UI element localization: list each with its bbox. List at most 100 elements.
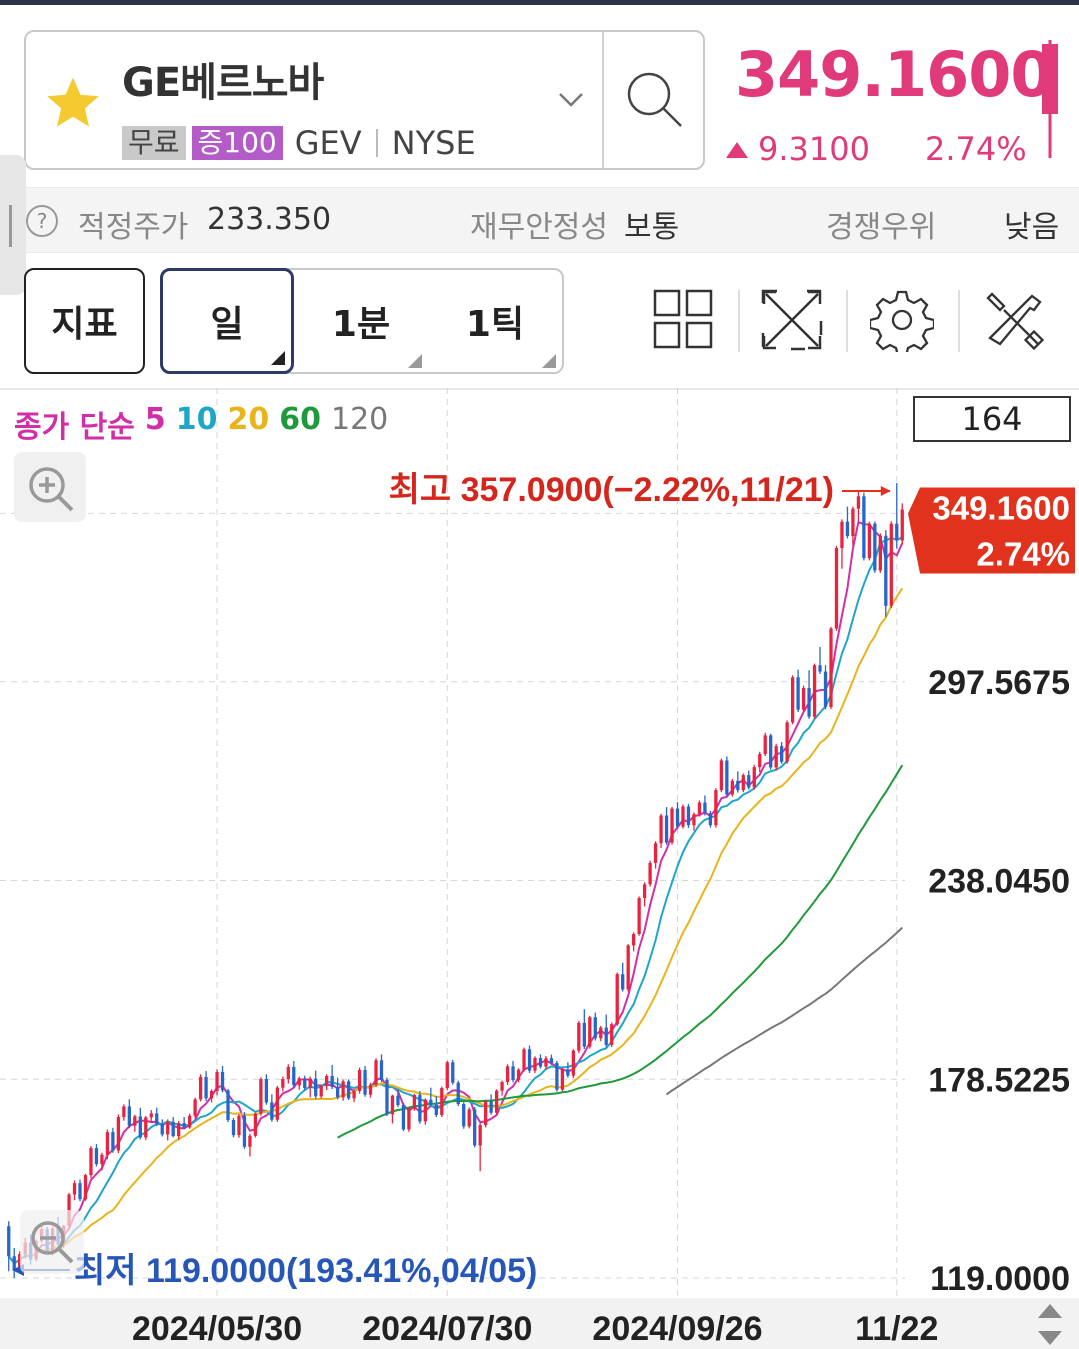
x-tick-label: 2024/09/26 [592, 1310, 762, 1348]
chevron-down-icon[interactable] [556, 84, 586, 114]
candle-body [790, 677, 795, 723]
zoom-out-button[interactable] [20, 1210, 84, 1274]
period-minute-label: 1분 [331, 304, 391, 345]
candle-body [7, 1226, 11, 1257]
y-tick-label: 297.5675 [928, 664, 1070, 702]
tools-icon[interactable] [982, 288, 1046, 352]
candle-body [796, 677, 800, 710]
chart-top-border [0, 388, 1079, 390]
ma10-line [7, 536, 903, 1265]
fair-price-value: 233.350 [207, 202, 332, 237]
candle-body [774, 746, 778, 768]
candle-body [149, 1113, 153, 1118]
candle-body [330, 1075, 334, 1088]
mini-candle-icon [1042, 40, 1058, 158]
period-selector: 일 1분 1틱 [160, 268, 564, 374]
candle-body [686, 806, 691, 826]
competitive-value: 낮음 [1004, 210, 1060, 245]
grid-layout-icon[interactable] [652, 288, 716, 352]
candle-body [516, 1069, 521, 1080]
candle-body [484, 1101, 488, 1126]
candle-body [83, 1175, 88, 1200]
candle-body [385, 1079, 389, 1115]
ticker-code: GEV [294, 124, 362, 162]
side-drawer-handle[interactable] [0, 155, 26, 295]
candle-body [423, 1099, 427, 1122]
candle-body [237, 1115, 241, 1136]
candle-body [610, 1024, 614, 1045]
candle-body [467, 1109, 471, 1127]
candle-body [599, 1027, 603, 1039]
candle-body [18, 1253, 22, 1270]
gear-icon[interactable] [870, 288, 934, 352]
candle-body [801, 687, 806, 710]
indicator-button[interactable]: 지표 [24, 268, 145, 374]
legend-ma5: 5 [144, 402, 166, 437]
toolbar-divider [958, 290, 960, 352]
candle-body [637, 898, 641, 935]
candle-body [763, 735, 767, 755]
candle-body [867, 523, 872, 559]
candle-body [884, 535, 888, 606]
candle-body [303, 1078, 307, 1089]
candle-body [653, 843, 658, 863]
candle-body [538, 1057, 543, 1067]
candle-body [489, 1101, 493, 1113]
period-day-button[interactable]: 일 [160, 268, 294, 374]
candle-count-box[interactable]: 164 [913, 396, 1071, 442]
ma120-line [665, 926, 903, 1096]
candle-body [127, 1106, 131, 1126]
candle-body [889, 523, 893, 606]
candle-body [642, 884, 647, 899]
stock-chart[interactable]: 2024/05/30 2024/07/30 2024/09/26 11/22 297.5… [0, 388, 1079, 1349]
free-badge: 무료 [122, 126, 186, 160]
candle-body [182, 1123, 186, 1128]
drawer-grip-icon [9, 205, 12, 247]
period-day-label: 일 [210, 304, 244, 345]
candle-body [319, 1086, 323, 1097]
candle-body [335, 1087, 340, 1098]
candle-body [363, 1069, 367, 1095]
candle-body [818, 665, 822, 672]
candle-body [292, 1066, 296, 1086]
candle-body [697, 802, 702, 815]
candle-body [807, 687, 811, 717]
candle-body [94, 1148, 99, 1165]
candle-body [895, 523, 899, 541]
candle-body [703, 802, 707, 814]
candle-body [719, 760, 724, 791]
candle-body [500, 1081, 504, 1091]
candle-body [281, 1078, 285, 1088]
candle-body [812, 665, 817, 717]
candle-body [297, 1078, 301, 1086]
candlestick-chart[interactable]: 2024/05/30 2024/07/30 2024/09/26 11/22 297.5… [0, 388, 1079, 1349]
zoom-in-button[interactable] [14, 452, 86, 522]
favorite-star-icon[interactable] [42, 72, 104, 134]
period-minute-button[interactable]: 1분 [294, 268, 428, 374]
candle-body [133, 1116, 137, 1126]
candle-body [473, 1109, 477, 1146]
stock-selector[interactable]: GE베르노바 무료 증100 GEV NYSE [24, 30, 705, 170]
search-button[interactable] [604, 32, 705, 168]
market-name: NYSE [391, 124, 476, 162]
competitive-label: 경쟁우위 [826, 210, 937, 245]
scroll-arrows-icon[interactable] [1030, 1300, 1070, 1349]
candle-body [571, 1050, 576, 1076]
period-tick-button[interactable]: 1틱 [428, 268, 562, 374]
candle-body [785, 722, 789, 762]
legend-ma10: 10 [175, 402, 218, 437]
toolbar-divider [846, 290, 848, 352]
expand-icon[interactable] [760, 288, 824, 352]
candle-body [741, 775, 745, 791]
candle-body [873, 523, 877, 571]
candle-body [166, 1121, 170, 1135]
help-icon[interactable]: ? [26, 205, 58, 237]
candle-body [187, 1115, 192, 1128]
candle-body [429, 1099, 433, 1105]
candle-body [769, 735, 773, 768]
candle-body [758, 754, 762, 768]
y-tick-label: 238.0450 [928, 863, 1070, 901]
candle-body [675, 808, 680, 827]
top-accent-line [0, 0, 1079, 5]
search-icon [627, 72, 682, 127]
